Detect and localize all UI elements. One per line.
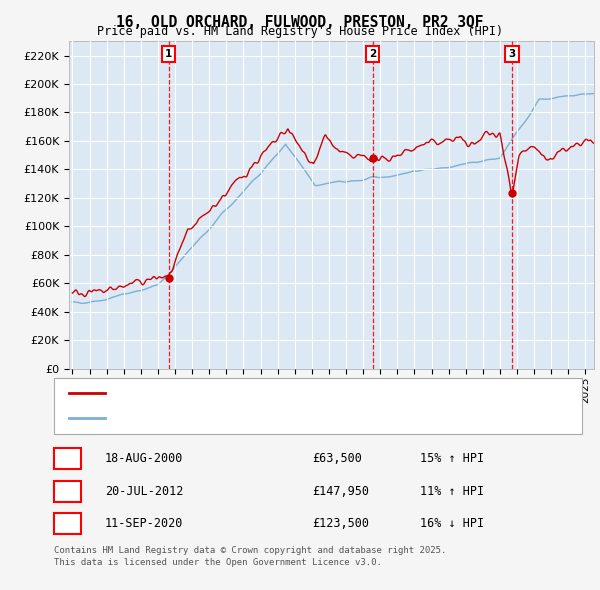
Text: £123,500: £123,500 (312, 517, 369, 530)
Text: 3: 3 (508, 49, 516, 59)
Text: 11% ↑ HPI: 11% ↑ HPI (420, 484, 484, 498)
Text: 16, OLD ORCHARD, FULWOOD, PRESTON, PR2 3QF (semi-detached house): 16, OLD ORCHARD, FULWOOD, PRESTON, PR2 3… (111, 388, 511, 398)
Text: 16, OLD ORCHARD, FULWOOD, PRESTON, PR2 3QF: 16, OLD ORCHARD, FULWOOD, PRESTON, PR2 3… (116, 15, 484, 30)
Text: 3: 3 (64, 519, 71, 529)
Text: HPI: Average price, semi-detached house, Preston: HPI: Average price, semi-detached house,… (111, 413, 411, 423)
Text: 1: 1 (165, 49, 172, 59)
Text: 1: 1 (64, 454, 71, 464)
Text: £147,950: £147,950 (312, 484, 369, 498)
Text: £63,500: £63,500 (312, 452, 362, 466)
Text: 2: 2 (64, 486, 71, 496)
Text: Contains HM Land Registry data © Crown copyright and database right 2025.
This d: Contains HM Land Registry data © Crown c… (54, 546, 446, 567)
Text: 11-SEP-2020: 11-SEP-2020 (105, 517, 184, 530)
Text: 18-AUG-2000: 18-AUG-2000 (105, 452, 184, 466)
Text: 2: 2 (369, 49, 376, 59)
Text: 20-JUL-2012: 20-JUL-2012 (105, 484, 184, 498)
Text: 15% ↑ HPI: 15% ↑ HPI (420, 452, 484, 466)
Text: 16% ↓ HPI: 16% ↓ HPI (420, 517, 484, 530)
Text: Price paid vs. HM Land Registry's House Price Index (HPI): Price paid vs. HM Land Registry's House … (97, 25, 503, 38)
